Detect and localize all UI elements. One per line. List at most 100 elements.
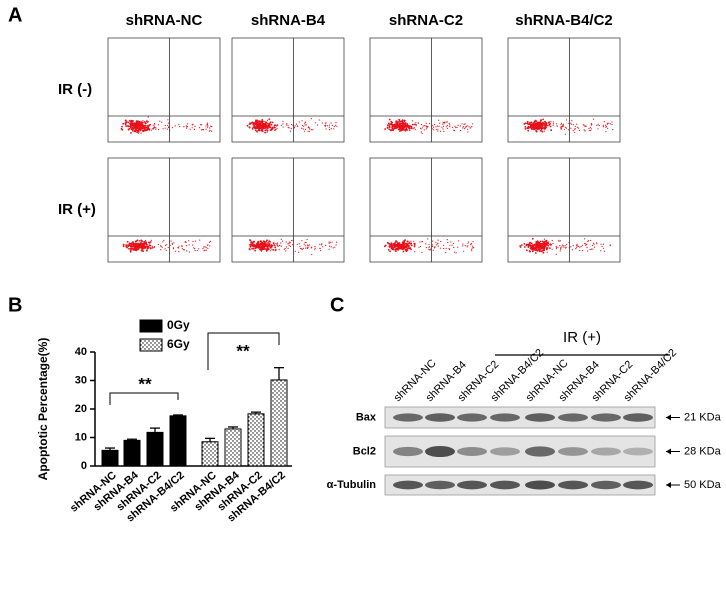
event-dot — [390, 120, 393, 123]
event-dot — [336, 125, 338, 127]
event-dot — [145, 241, 147, 243]
event-dot — [128, 242, 131, 245]
bar — [123, 439, 141, 467]
event-dot — [142, 120, 144, 122]
event-dot — [204, 246, 206, 248]
event-dot — [251, 127, 254, 130]
event-dot — [403, 240, 406, 243]
event-dot — [545, 126, 548, 129]
event-dot — [428, 243, 430, 246]
legend-label: 6Gy — [167, 337, 190, 351]
event-dot — [393, 242, 396, 245]
event-dot — [429, 248, 432, 250]
event-dot — [601, 245, 603, 247]
event-dot — [578, 129, 581, 132]
event-dot — [284, 248, 286, 250]
event-dot — [171, 242, 173, 244]
event-dot — [206, 244, 209, 246]
event-dot — [551, 248, 553, 250]
event-dot — [442, 128, 444, 130]
event-dot — [194, 249, 196, 252]
event-dot — [470, 242, 472, 245]
event-dot — [259, 240, 262, 243]
blot-band — [591, 447, 621, 456]
event-dot — [300, 247, 302, 250]
event-dot — [196, 249, 198, 251]
event-dot — [306, 238, 308, 241]
event-dot — [577, 245, 579, 247]
event-dot — [566, 119, 568, 121]
event-dot — [300, 248, 303, 250]
event-dot — [600, 243, 602, 245]
event-dot — [329, 245, 331, 247]
plot-frame — [507, 37, 621, 143]
event-dot — [134, 130, 137, 133]
blot-band — [490, 480, 520, 490]
event-dot — [432, 240, 434, 242]
blot-band — [558, 447, 588, 456]
event-dot — [542, 251, 545, 254]
event-dot — [288, 242, 290, 245]
event-dot — [271, 121, 274, 124]
event-dot — [565, 246, 567, 248]
legend-swatch — [139, 319, 163, 333]
event-dot — [269, 245, 271, 248]
y-tick-label: 10 — [75, 431, 87, 443]
arrow-head — [666, 448, 671, 455]
event-dot — [278, 244, 280, 247]
plot-frame — [231, 37, 345, 143]
event-dot — [134, 129, 137, 132]
event-dot — [249, 123, 252, 125]
event-dot — [546, 251, 548, 253]
event-dot — [157, 124, 160, 126]
event-dot — [335, 244, 337, 246]
event-dot — [596, 243, 598, 245]
event-dot — [265, 240, 268, 243]
event-dot — [534, 119, 537, 122]
event-dot — [122, 122, 125, 125]
event-dot — [258, 129, 261, 132]
event-dot — [304, 245, 306, 247]
event-dot — [296, 243, 298, 245]
event-dot — [413, 245, 416, 248]
blot-band — [425, 480, 455, 490]
event-dot — [413, 240, 415, 242]
event-dot — [262, 124, 265, 126]
event-dot — [462, 126, 465, 128]
event-dot — [389, 250, 391, 253]
event-dot — [611, 123, 613, 126]
event-dot — [562, 125, 565, 127]
event-dot — [531, 237, 534, 240]
event-dot — [611, 121, 613, 123]
event-dot — [419, 245, 422, 248]
event-dot — [387, 122, 390, 125]
event-dot — [597, 123, 599, 125]
event-dot — [470, 243, 472, 245]
event-dot — [600, 250, 602, 252]
event-dot — [159, 120, 161, 122]
event-dot — [542, 118, 544, 121]
bar — [224, 428, 242, 467]
event-dot — [334, 124, 337, 126]
blot-band — [525, 446, 555, 457]
event-dot — [258, 120, 261, 122]
event-dot — [209, 245, 211, 247]
event-dot — [248, 248, 251, 250]
event-dot — [328, 124, 331, 126]
event-dot — [130, 132, 132, 134]
event-dot — [560, 247, 562, 249]
significance-label: ** — [138, 374, 152, 393]
event-dot — [130, 123, 133, 125]
event-dot — [539, 240, 542, 243]
event-dot — [139, 123, 142, 126]
event-dot — [405, 249, 408, 252]
event-dot — [562, 124, 564, 126]
event-dot — [525, 244, 528, 247]
bar — [146, 431, 164, 467]
event-dot — [437, 125, 439, 127]
event-dot — [530, 242, 533, 245]
event-dot — [532, 246, 535, 249]
event-dot — [252, 240, 255, 243]
event-dot — [543, 130, 545, 132]
